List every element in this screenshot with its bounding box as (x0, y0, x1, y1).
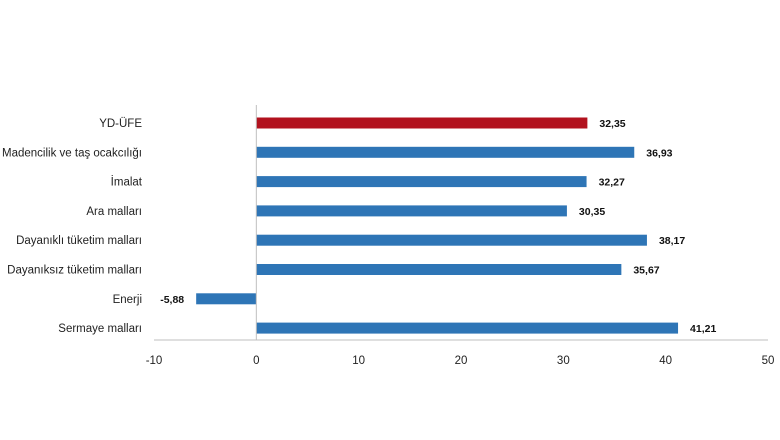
x-tick-label: -10 (146, 355, 163, 367)
category-label: Ara malları (86, 206, 142, 218)
bar (256, 205, 567, 217)
category-label: İmalat (111, 176, 143, 189)
bar (256, 322, 679, 334)
bar (256, 117, 588, 129)
value-label: 32,35 (599, 118, 625, 130)
category-label: Madencilik ve taş ocakcılığı (2, 147, 142, 159)
bar (196, 293, 257, 305)
bar (256, 264, 622, 275)
x-tick-label: 0 (253, 355, 259, 367)
bar (256, 146, 635, 158)
bar (256, 176, 587, 188)
category-label: Enerji (113, 294, 142, 306)
value-label: 30,35 (579, 206, 605, 218)
category-label: YD-ÜFE (99, 118, 142, 130)
category-labels: YD-ÜFE Madencilik ve taş ocakcılığı İmalat… (2, 118, 143, 335)
bars (196, 117, 679, 334)
value-label: 35,67 (633, 265, 659, 277)
category-label: Sermaye malları (58, 323, 142, 335)
value-label: 41,21 (690, 323, 716, 335)
x-axis-tick-labels: -10 0 10 20 30 40 50 (146, 355, 775, 367)
x-tick-label: 30 (557, 355, 570, 367)
x-tick-label: 40 (659, 355, 672, 367)
x-tick-label: 10 (352, 355, 365, 367)
category-label: Dayanıklı tüketim malları (16, 235, 142, 247)
category-label: Dayanıksız tüketim malları (7, 265, 142, 277)
value-label: 36,93 (646, 147, 672, 159)
x-tick-label: 50 (762, 355, 775, 367)
x-tick-label: 20 (455, 355, 468, 367)
bar (256, 234, 647, 246)
value-labels: 32,35 36,93 32,27 30,35 38,17 35,67 -5,88 41,21 (160, 118, 716, 335)
value-label: 32,27 (599, 177, 625, 189)
value-label: -5,88 (160, 294, 184, 306)
value-label: 38,17 (659, 235, 685, 247)
